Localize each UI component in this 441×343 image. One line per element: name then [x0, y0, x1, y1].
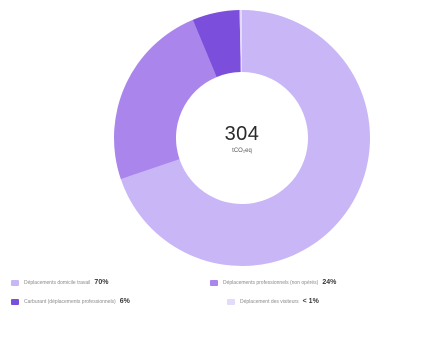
legend-label: Déplacement des visiteurs [240, 298, 299, 305]
slice-carburant [192, 10, 241, 78]
legend-label: Déplacements professionnels (non opérés) [223, 279, 319, 286]
center-total: 304 [224, 123, 260, 145]
legend-item-professionnels: Déplacements professionnels (non opérés)… [210, 279, 336, 286]
legend-swatch [11, 298, 19, 305]
legend-swatch [11, 279, 19, 286]
legend-item-carburant: Carburant (déplacements professionnels) … [11, 298, 130, 305]
legend-item-domicile-travail: Déplacements domicile travail 70% [11, 279, 108, 286]
slice-domicile-travail [120, 10, 370, 266]
legend-label: Déplacements domicile travail [24, 279, 91, 286]
legend-value: 24% [322, 279, 337, 286]
legend-swatch [210, 279, 218, 286]
legend-item-visiteurs: Déplacement des visiteurs < 1% [227, 298, 319, 305]
legend-swatch [227, 298, 235, 305]
slice-visiteurs [239, 10, 242, 73]
legend-value: 6% [119, 298, 130, 305]
legend-value: 70% [94, 279, 109, 286]
legend-value: < 1% [302, 298, 319, 305]
legend-label: Carburant (déplacements professionnels) [24, 298, 116, 305]
slice-professionnels [114, 19, 217, 180]
legend: Déplacements domicile travail 70% Déplac… [11, 0, 441, 343]
center-unit: tCO₂eq [232, 148, 252, 154]
